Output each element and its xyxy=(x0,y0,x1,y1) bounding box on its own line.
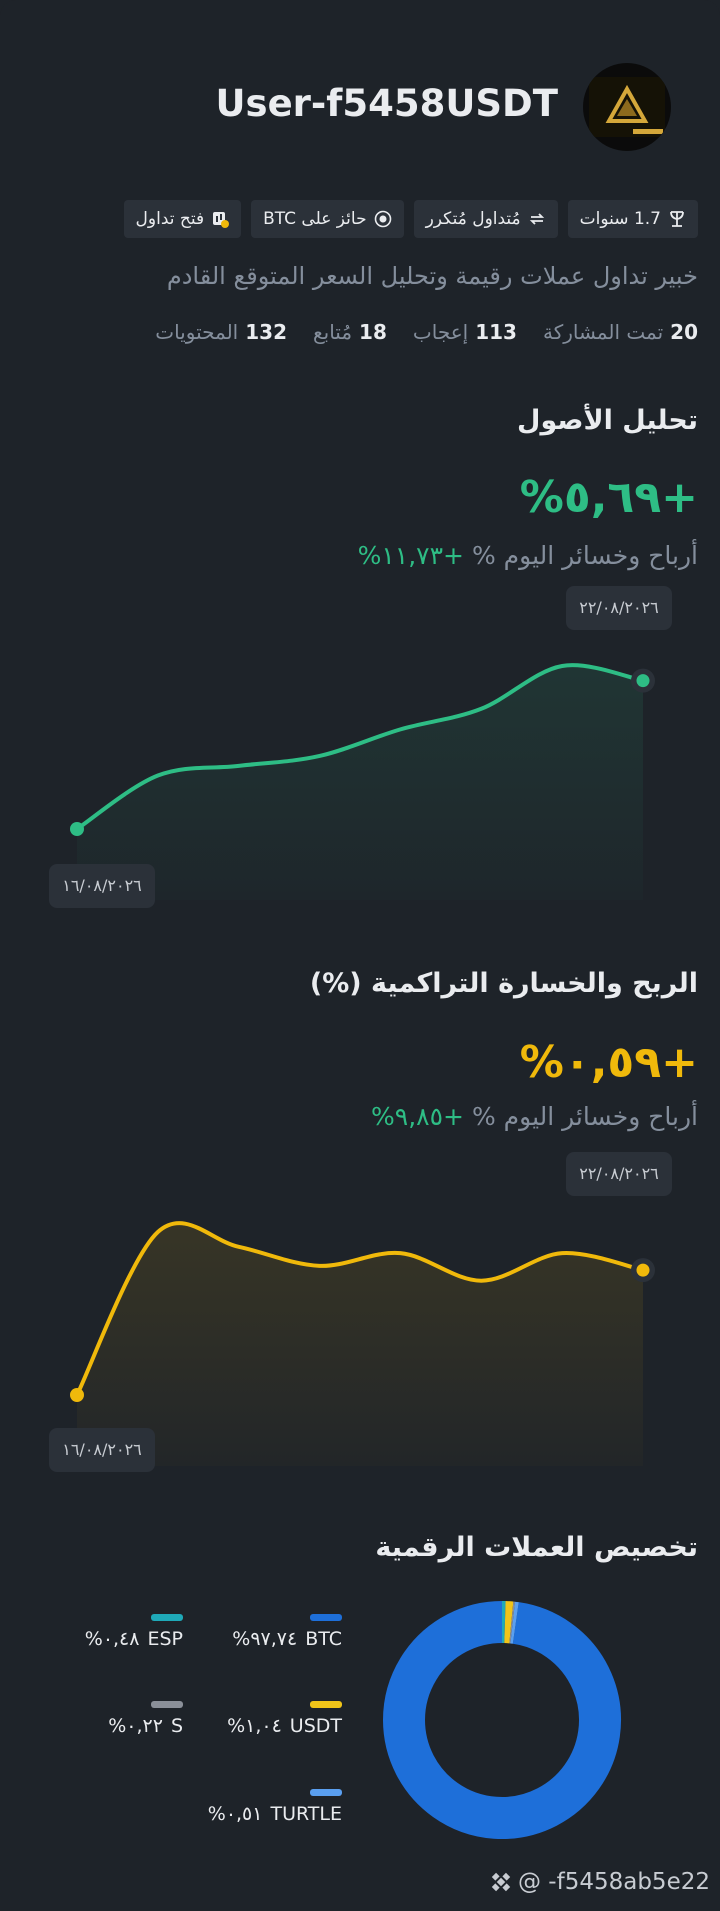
section-title: الربح والخسارة التراكمية (%) xyxy=(309,968,698,999)
line-series xyxy=(75,663,644,831)
binance-icon xyxy=(491,1872,511,1892)
avatar-image xyxy=(589,77,665,137)
legend-item: USDT %١,٠٤ xyxy=(192,1701,342,1751)
legend-value: %٩٧,٧٤ xyxy=(232,1628,298,1650)
stat-value: 20 xyxy=(670,320,698,344)
legend-value: %٠,٤٨ xyxy=(84,1628,140,1650)
tag-chip[interactable]: مُتداول مُتكرر xyxy=(413,200,558,238)
legend-swatch xyxy=(310,1789,342,1796)
stat: 18 مُتابع xyxy=(313,320,387,344)
headline-text: %٥,٦٩+ xyxy=(519,472,698,523)
date-box xyxy=(49,864,155,908)
end-point xyxy=(636,1263,650,1277)
legend-text: BTC %٩٧,٧٤ xyxy=(232,1628,342,1650)
subtitle: أرباح وخسائر اليوم % %١١,٧٣+ xyxy=(358,541,698,570)
line-chart: ٢٢/٠٨/٢٠٢٦ ١٦/٠٨/٢٠٢٦ xyxy=(49,586,672,908)
legend-value: %٠,٥١ xyxy=(207,1803,263,1825)
legend-text: ESP %٠,٤٨ xyxy=(85,1628,183,1650)
headline-value: %٠,٥٩+ xyxy=(520,1037,698,1088)
stat-label: مُتابع xyxy=(312,320,353,344)
date-box xyxy=(566,586,672,630)
subtitle-text: أرباح وخسائر اليوم % xyxy=(471,1102,698,1131)
legend-text: USDT %١,٠٤ xyxy=(227,1715,342,1737)
donut-segment xyxy=(383,1601,621,1839)
tag-text: فتح تداول xyxy=(135,209,205,229)
legend-value: %٠,٢٢ xyxy=(108,1715,163,1737)
subtitle: أرباح وخسائر اليوم % %٩,٨٥+ xyxy=(371,1102,698,1131)
footer-text: @ -f5458ab5e22 xyxy=(518,1869,710,1895)
footer: @ -f5458ab5e22 xyxy=(490,1869,710,1895)
trophy-icon xyxy=(670,211,684,227)
legend-name: S xyxy=(170,1715,183,1737)
legend-item: TURTLE %٠,٥١ xyxy=(192,1789,342,1839)
tag-text: 1.7 سنوات xyxy=(579,209,661,229)
tag-chip[interactable]: 1.7 سنوات xyxy=(567,200,698,238)
repeat-icon xyxy=(529,213,544,225)
legend-item: BTC %٩٧,٧٤ xyxy=(192,1614,342,1664)
donut-chart xyxy=(383,1601,621,1839)
tag-chip[interactable]: فتح تداول xyxy=(123,200,242,238)
legend-item: S %٠,٢٢ xyxy=(33,1701,183,1751)
line-series xyxy=(75,1221,644,1396)
legend-name: TURTLE xyxy=(270,1803,342,1825)
trade-icon xyxy=(213,212,230,228)
subtitle-value: %٩,٨٥+ xyxy=(371,1102,464,1131)
start-date: ١٦/٠٨/٢٠٢٦ xyxy=(62,876,142,895)
stat: 20 تمت المشاركة xyxy=(543,320,698,344)
stats: 20 تمت المشاركة 113 إعجاب 18 مُتابع 132 المحتوي… xyxy=(155,320,698,344)
area-fill xyxy=(77,1223,643,1466)
area-fill xyxy=(77,665,643,900)
start-point xyxy=(70,1388,84,1402)
start-point xyxy=(70,822,84,836)
headline-text: %٠,٥٩+ xyxy=(519,1037,698,1088)
legend-text: TURTLE %٠,٥١ xyxy=(208,1803,342,1825)
date-box xyxy=(49,1428,155,1472)
date-box xyxy=(566,1152,672,1196)
subtitle-value: %١١,٧٣+ xyxy=(357,541,464,570)
stat-value: 18 xyxy=(359,320,387,344)
line-chart: ٢٢/٠٨/٢٠٢٦ ١٦/٠٨/٢٠٢٦ xyxy=(49,1152,672,1472)
legend-name: BTC xyxy=(305,1628,342,1650)
end-point xyxy=(636,674,650,688)
stat: 132 المحتويات xyxy=(155,320,287,344)
stat-label: تمت المشاركة xyxy=(542,320,664,344)
tag-list: 1.7 سنوات مُتداول مُتكرر حائز على BTC فت… xyxy=(123,200,698,238)
stat-label: المحتويات xyxy=(155,320,239,344)
legend-swatch xyxy=(151,1701,183,1708)
end-date: ٢٢/٠٨/٢٠٢٦ xyxy=(579,598,659,617)
legend-name: USDT xyxy=(289,1715,342,1737)
stat-value: 132 xyxy=(245,320,287,344)
headline-value: %٥,٦٩+ xyxy=(520,472,698,523)
end-date: ٢٢/٠٨/٢٠٢٦ xyxy=(579,1164,659,1183)
bio: خبير تداول عملات رقيمة وتحليل السعر المت… xyxy=(166,262,698,290)
section-title: تحليل الأصول xyxy=(517,405,698,436)
legend-name: ESP xyxy=(147,1628,183,1650)
legend-swatch xyxy=(310,1614,342,1621)
tag-text: مُتداول مُتكرر xyxy=(425,209,521,229)
legend-item: ESP %٠,٤٨ xyxy=(33,1614,183,1664)
tag-chip[interactable]: حائز على BTC xyxy=(251,200,404,238)
start-date: ١٦/٠٨/٢٠٢٦ xyxy=(62,1440,142,1459)
legend-swatch xyxy=(310,1701,342,1708)
subtitle-text: أرباح وخسائر اليوم % xyxy=(471,541,698,570)
avatar[interactable] xyxy=(583,63,671,151)
tag-text: حائز على BTC xyxy=(263,209,367,229)
coin-icon xyxy=(374,210,391,228)
section-title: تخصيص العملات الرقمية xyxy=(375,1532,698,1563)
stat-value: 113 xyxy=(475,320,517,344)
legend-text: S %٠,٢٢ xyxy=(108,1715,183,1737)
legend-value: %١,٠٤ xyxy=(227,1715,282,1737)
stat: 113 إعجاب xyxy=(413,320,517,344)
legend-swatch xyxy=(151,1614,183,1621)
stat-label: إعجاب xyxy=(412,320,469,344)
username: User-f5458USDT xyxy=(215,82,559,125)
